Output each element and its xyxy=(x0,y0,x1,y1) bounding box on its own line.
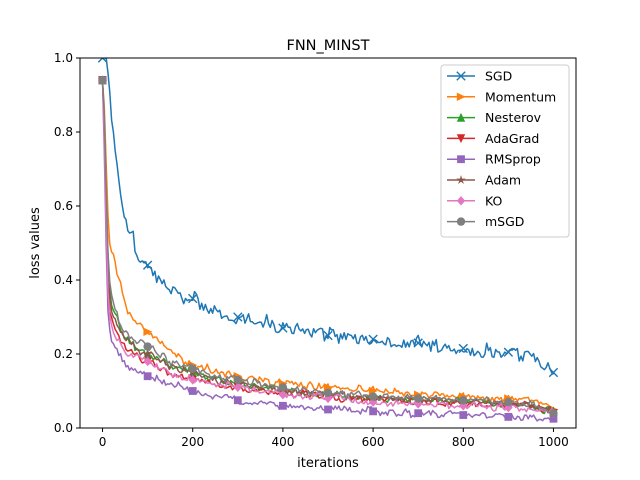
legend-marker-nesterov xyxy=(456,112,466,122)
data-point-rmsprop xyxy=(369,407,377,416)
legend-marker-adagrad xyxy=(456,134,466,144)
legend-label: RMSprop xyxy=(485,152,541,167)
legend-marker-adam xyxy=(456,175,466,185)
x-tick-label: 400 xyxy=(271,435,294,449)
data-point-sgd xyxy=(233,312,243,322)
data-point-sgd xyxy=(188,293,198,304)
data-point-sgd xyxy=(323,330,333,341)
data-point-sgd xyxy=(142,260,153,270)
data-point-rmsprop xyxy=(324,405,332,414)
data-point-rmsprop xyxy=(279,401,287,410)
data-point-sgd xyxy=(413,338,423,348)
legend-item-adagrad: AdaGrad xyxy=(447,131,539,146)
legend-box xyxy=(440,64,570,238)
x-tick-label: 200 xyxy=(181,435,204,449)
y-tick-label: 0.6 xyxy=(54,199,73,213)
x-tick-label: 0 xyxy=(99,435,107,449)
y-tick-label: 1.0 xyxy=(54,51,73,65)
data-point-sgd xyxy=(97,58,108,63)
legend-item-nesterov: Nesterov xyxy=(447,110,542,125)
data-point-msgd xyxy=(413,394,423,403)
data-point-rmsprop xyxy=(143,372,152,381)
data-point-rmsprop xyxy=(549,414,558,423)
data-point-rmsprop xyxy=(414,409,423,418)
y-tick-label: 0.4 xyxy=(54,273,73,287)
legend-marker-rmsprop xyxy=(457,155,465,164)
series-msgd-group xyxy=(98,76,558,418)
data-point-msgd xyxy=(323,388,333,398)
x-axis: 0 200 400 600 800 1000 xyxy=(99,428,569,449)
data-point-sgd xyxy=(548,367,559,378)
legend-item-msgd: mSGD xyxy=(447,214,524,229)
legend-item-adam: Adam xyxy=(447,173,521,188)
legend-label: Adam xyxy=(485,173,521,188)
data-point-momentum xyxy=(143,327,153,336)
data-point-msgd xyxy=(549,409,558,418)
data-point-sgd xyxy=(503,347,514,357)
x-axis-label: iterations xyxy=(297,456,359,471)
plot-frame xyxy=(79,57,577,429)
data-point-adam xyxy=(142,349,153,359)
data-point-rmsprop xyxy=(504,413,513,421)
legend-label: Nesterov xyxy=(485,110,542,125)
data-point-rmsprop xyxy=(459,411,468,419)
data-point-msgd xyxy=(188,364,197,373)
legend: SGD Momentum Nesterov AdaGrad RMSprop Adam KO m… xyxy=(440,64,570,238)
data-point-ko xyxy=(143,356,152,367)
data-point-ko xyxy=(278,390,288,400)
x-tick-label: 1000 xyxy=(538,435,569,449)
legend-label: SGD xyxy=(485,69,512,84)
y-axis: 0.0 0.2 0.4 0.6 0.8 1.0 xyxy=(54,51,80,435)
data-point-msgd xyxy=(459,396,468,405)
data-point-ko xyxy=(233,382,243,392)
legend-item-sgd: SGD xyxy=(447,69,512,84)
legend-item-momentum: Momentum xyxy=(447,89,556,104)
legend-marker-ko xyxy=(456,196,466,206)
y-tick-label: 0.8 xyxy=(54,125,73,139)
data-point-rmsprop xyxy=(188,387,197,395)
legend-item-rmsprop: RMSprop xyxy=(447,152,541,167)
y-axis-label: loss values xyxy=(28,207,43,279)
data-point-msgd xyxy=(98,76,107,85)
legend-marker-sgd xyxy=(456,71,466,81)
data-point-msgd xyxy=(504,397,513,407)
chart-title: FNN_MINST xyxy=(287,38,370,54)
data-point-rmsprop xyxy=(233,396,242,405)
legend-label: mSGD xyxy=(485,214,524,229)
data-point-msgd xyxy=(143,342,152,351)
series-sgd-group xyxy=(97,58,559,378)
series-line-sgd xyxy=(102,58,555,375)
data-point-sgd xyxy=(278,323,288,333)
data-point-sgd xyxy=(368,334,378,344)
legend-label: AdaGrad xyxy=(485,131,539,146)
y-tick-label: 0.2 xyxy=(54,347,73,361)
legend-marker-momentum xyxy=(456,92,466,101)
legend-label: Momentum xyxy=(485,89,556,104)
y-tick-label: 0.0 xyxy=(54,421,73,435)
data-point-sgd xyxy=(458,343,468,354)
legend-item-ko: KO xyxy=(447,193,503,208)
data-point-msgd xyxy=(233,375,243,385)
x-tick-label: 600 xyxy=(362,435,385,449)
data-point-ko xyxy=(188,375,197,385)
data-point-msgd xyxy=(368,392,378,401)
data-point-msgd xyxy=(278,383,288,392)
series-layer xyxy=(97,58,559,423)
legend-marker-msgd xyxy=(456,217,466,226)
series-line-momentum xyxy=(101,80,554,413)
x-tick-label: 800 xyxy=(452,435,475,449)
legend-label: KO xyxy=(485,193,503,208)
